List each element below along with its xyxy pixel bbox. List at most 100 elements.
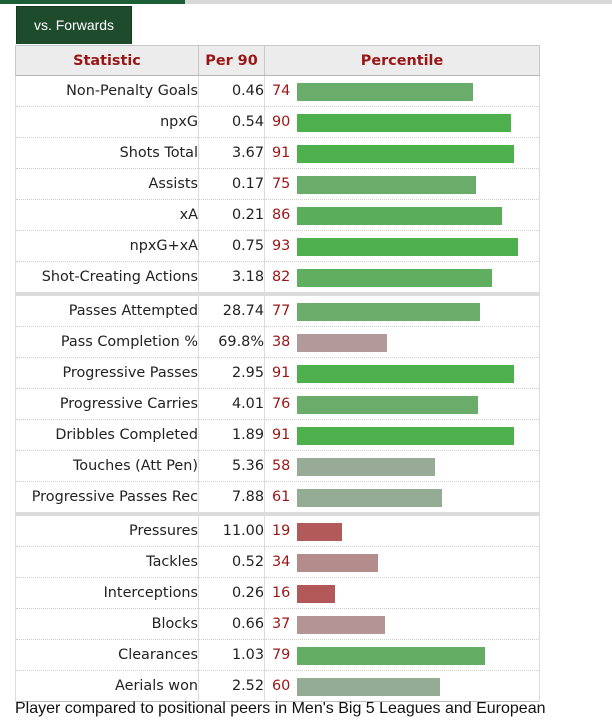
percentile-cell: 91 [264,137,540,169]
percentile-cell: 19 [264,512,540,547]
stat-name-cell: Blocks [15,608,199,640]
per90-value-cell: 3.18 [198,261,265,295]
stat-name-cell: Non-Penalty Goals [15,75,199,107]
table-row: Progressive Passes 2.95 91 [15,357,540,389]
per90-value-cell: 5.36 [198,450,265,482]
percentile-cell: 86 [264,199,540,231]
per90-value-cell: 0.54 [198,106,265,138]
stat-name-cell: Pass Completion % [15,326,199,358]
percentile-bar [297,585,335,603]
percentile-number: 93 [272,238,291,254]
stat-name-cell: Aerials won [15,670,199,702]
percentile-cell: 16 [264,577,540,609]
percentile-bar [297,334,387,352]
stat-name-cell: Passes Attempted [15,292,199,327]
table-row: npxG+xA 0.75 93 [15,230,540,262]
percentile-cell: 76 [264,388,540,420]
percentile-number: 90 [272,114,291,130]
top-accent-line [0,0,185,4]
per90-value-cell: 3.67 [198,137,265,169]
percentile-cell: 38 [264,326,540,358]
per90-value-cell: 0.46 [198,75,265,107]
per90-value-cell: 0.26 [198,577,265,609]
tab-vs-forwards[interactable]: vs. Forwards [16,6,132,44]
per90-value-cell: 11.00 [198,512,265,547]
percentile-cell: 91 [264,419,540,451]
stat-name-cell: Interceptions [15,577,199,609]
table-header-row: Statistic Per 90 Percentile [15,45,540,76]
per90-value-cell: 2.95 [198,357,265,389]
per90-value-cell: 0.17 [198,168,265,200]
percentile-number: 79 [272,647,291,663]
table-row: npxG 0.54 90 [15,106,540,138]
percentile-cell: 77 [264,292,540,327]
table-row: Interceptions 0.26 16 [15,577,540,609]
percentile-number: 74 [272,83,291,99]
percentile-number: 91 [272,427,291,443]
percentile-number: 91 [272,145,291,161]
percentile-bar [297,83,473,101]
percentile-cell: 34 [264,546,540,578]
percentile-number: 60 [272,678,291,694]
percentile-cell: 93 [264,230,540,262]
column-header-statistic[interactable]: Statistic [15,45,199,76]
per90-value-cell: 2.52 [198,670,265,702]
stat-name-cell: Tackles [15,546,199,578]
stat-name-cell: Shot-Creating Actions [15,261,199,295]
percentile-bar [297,303,480,321]
percentile-bar [297,427,514,445]
percentile-cell: 82 [264,261,540,295]
percentile-bar [297,678,440,696]
percentile-bar [297,238,518,256]
percentile-bar [297,396,478,414]
stat-name-cell: Progressive Passes Rec [15,481,199,515]
comparison-caption: Player compared to positional peers in M… [15,700,546,717]
percentile-number: 82 [272,269,291,285]
percentile-bar [297,114,511,132]
stat-name-cell: Progressive Carries [15,388,199,420]
table-row: Progressive Carries 4.01 76 [15,388,540,420]
stat-name-cell: xA [15,199,199,231]
percentile-number: 77 [272,303,291,319]
table-row: Aerials won 2.52 60 [15,670,540,702]
percentile-cell: 74 [264,75,540,107]
table-row: Dribbles Completed 1.89 91 [15,419,540,451]
stat-name-cell: Shots Total [15,137,199,169]
stat-name-cell: Assists [15,168,199,200]
per90-value-cell: 1.89 [198,419,265,451]
table-row: Pressures 11.00 19 [15,512,540,547]
per90-value-cell: 0.52 [198,546,265,578]
percentile-bar [297,365,514,383]
percentile-bar [297,207,502,225]
table-body: Non-Penalty Goals 0.46 74 npxG 0.54 90 Shots T… [15,75,540,702]
percentile-bar [297,554,378,572]
percentile-number: 37 [272,616,291,632]
percentile-cell: 37 [264,608,540,640]
percentile-number: 38 [272,334,291,350]
percentile-cell: 60 [264,670,540,702]
table-row: Assists 0.17 75 [15,168,540,200]
percentile-bar [297,269,492,287]
percentile-number: 58 [272,458,291,474]
stat-name-cell: Touches (Att Pen) [15,450,199,482]
per90-value-cell: 28.74 [198,292,265,327]
stat-name-cell: npxG [15,106,199,138]
percentile-bar [297,458,435,476]
per90-value-cell: 7.88 [198,481,265,515]
scouting-report-table: Statistic Per 90 Percentile Non-Penalty … [15,45,540,702]
percentile-number: 75 [272,176,291,192]
column-header-percentile[interactable]: Percentile [264,45,540,76]
percentile-bar [297,523,342,541]
percentile-number: 91 [272,365,291,381]
percentile-number: 34 [272,554,291,570]
column-header-per-90[interactable]: Per 90 [198,45,265,76]
percentile-cell: 90 [264,106,540,138]
percentile-number: 61 [272,489,291,505]
percentile-cell: 91 [264,357,540,389]
percentile-cell: 79 [264,639,540,671]
per90-value-cell: 69.8% [198,326,265,358]
per90-value-cell: 4.01 [198,388,265,420]
table-row: Progressive Passes Rec 7.88 61 [15,481,540,515]
table-row: xA 0.21 86 [15,199,540,231]
percentile-bar [297,616,385,634]
